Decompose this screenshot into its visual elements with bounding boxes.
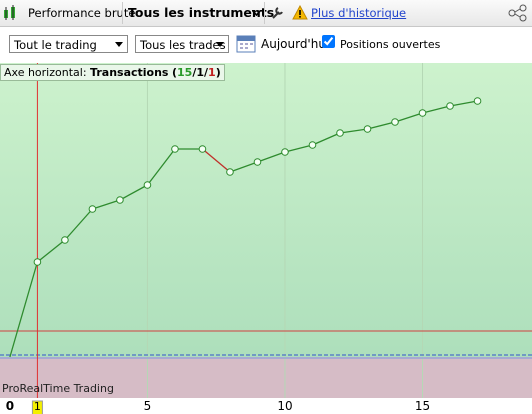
caption-sep: /: [192, 66, 197, 79]
trade-point: [281, 148, 289, 156]
history-link[interactable]: Plus d'historique: [311, 6, 407, 20]
trades-value: Tous les trades: [140, 38, 226, 52]
trade-point: [391, 118, 399, 126]
wins: 15: [177, 66, 193, 79]
warning-icon: [292, 5, 308, 20]
equity-segment: [37, 239, 66, 263]
equity-segment: [229, 161, 258, 173]
trade-point: [308, 141, 317, 149]
equity-segment: [394, 112, 423, 123]
trade-point: [446, 102, 454, 110]
x-tick-label: 0: [6, 399, 14, 413]
caption-close: ): [215, 66, 221, 79]
trade-point: [226, 168, 234, 176]
x-axis-band: [0, 398, 532, 414]
trade-point: [336, 129, 344, 137]
view-button[interactable]: Performance brute: [28, 6, 136, 20]
wrench-icon[interactable]: [270, 5, 286, 21]
equity-segment: [119, 184, 148, 201]
trade-point: [116, 196, 124, 204]
open-positions-label: Positions ouvertes: [340, 38, 441, 51]
trade-point: [418, 109, 427, 117]
x-tick-label: 5: [144, 399, 152, 413]
trade-point: [61, 236, 69, 244]
losses: 1: [208, 66, 216, 79]
x-tick-label: 15: [415, 399, 430, 413]
trade-point: [171, 145, 179, 153]
neutral: 1: [196, 66, 205, 79]
separator: [264, 2, 265, 24]
equity-segment: [422, 105, 451, 114]
equity-segment: [9, 261, 39, 358]
trade-point: [33, 258, 42, 266]
cursor-label: 1: [34, 400, 41, 413]
equity-segment: [146, 148, 176, 186]
scope-value: Tout le trading: [14, 38, 97, 52]
equity-segment: [202, 148, 231, 173]
separator: [122, 2, 123, 24]
caption-prefix: Axe horizontal:: [4, 66, 87, 79]
equity-segment: [92, 199, 121, 210]
open-positions-checkbox[interactable]: [322, 35, 335, 48]
toolbar: Performance brute Tous les instruments P…: [0, 0, 532, 27]
dropdown-arrow: [252, 10, 261, 16]
calendar-icon[interactable]: [236, 33, 256, 53]
trade-point: [363, 125, 372, 133]
watermark: ProRealTime Trading: [2, 382, 114, 395]
negative-zone: [0, 357, 532, 398]
equity-segment: [284, 144, 313, 153]
equity-segment: [367, 121, 396, 130]
trade-point: [88, 205, 97, 213]
equity-segment: [64, 208, 93, 241]
equity-segment: [257, 151, 286, 163]
caption-open: (: [171, 66, 178, 79]
instruments-menu[interactable]: Tous les instruments: [128, 5, 275, 20]
equity-segment: [449, 100, 478, 107]
trade-point: [473, 97, 482, 105]
trade-point: [143, 181, 152, 189]
trades-select[interactable]: Tous les trades: [135, 35, 229, 53]
scope-select[interactable]: Tout le trading: [9, 35, 128, 53]
date-label: Aujourd'hui: [261, 37, 330, 51]
equity-segment: [312, 132, 341, 146]
caption-axis: Transactions: [90, 66, 169, 79]
chart-icon: [4, 5, 15, 20]
x-tick-label: 10: [277, 399, 292, 413]
plot-background: [0, 63, 532, 398]
axis-caption: Axe horizontal: Transactions (15/1/1): [0, 64, 225, 81]
equity-segment: [339, 128, 368, 134]
trade-point: [198, 145, 207, 153]
share-icon[interactable]: [508, 4, 528, 22]
caption-sep: /: [204, 66, 209, 79]
trade-point: [253, 158, 262, 166]
cursor-label-box: [31, 400, 43, 414]
